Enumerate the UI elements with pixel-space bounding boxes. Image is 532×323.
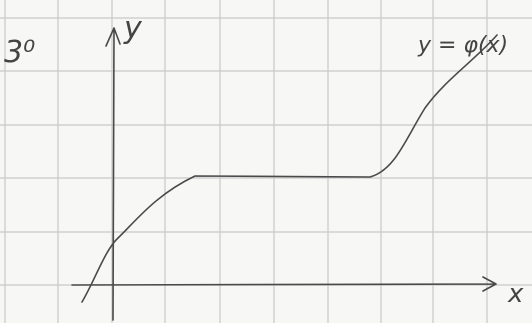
- y-axis-label: y: [123, 11, 143, 46]
- curve-label: y = φ(x): [417, 33, 508, 58]
- item-number: 3⁰: [4, 35, 35, 70]
- sketch: 3⁰ y x y = φ(x): [0, 0, 532, 323]
- page: Sketch html, body { margin: 0; padding: …: [0, 0, 532, 323]
- body: {"item_number": "3⁰", "axes": {"y_label"…: [0, 0, 532, 323]
- x-axis-label: x: [507, 279, 524, 309]
